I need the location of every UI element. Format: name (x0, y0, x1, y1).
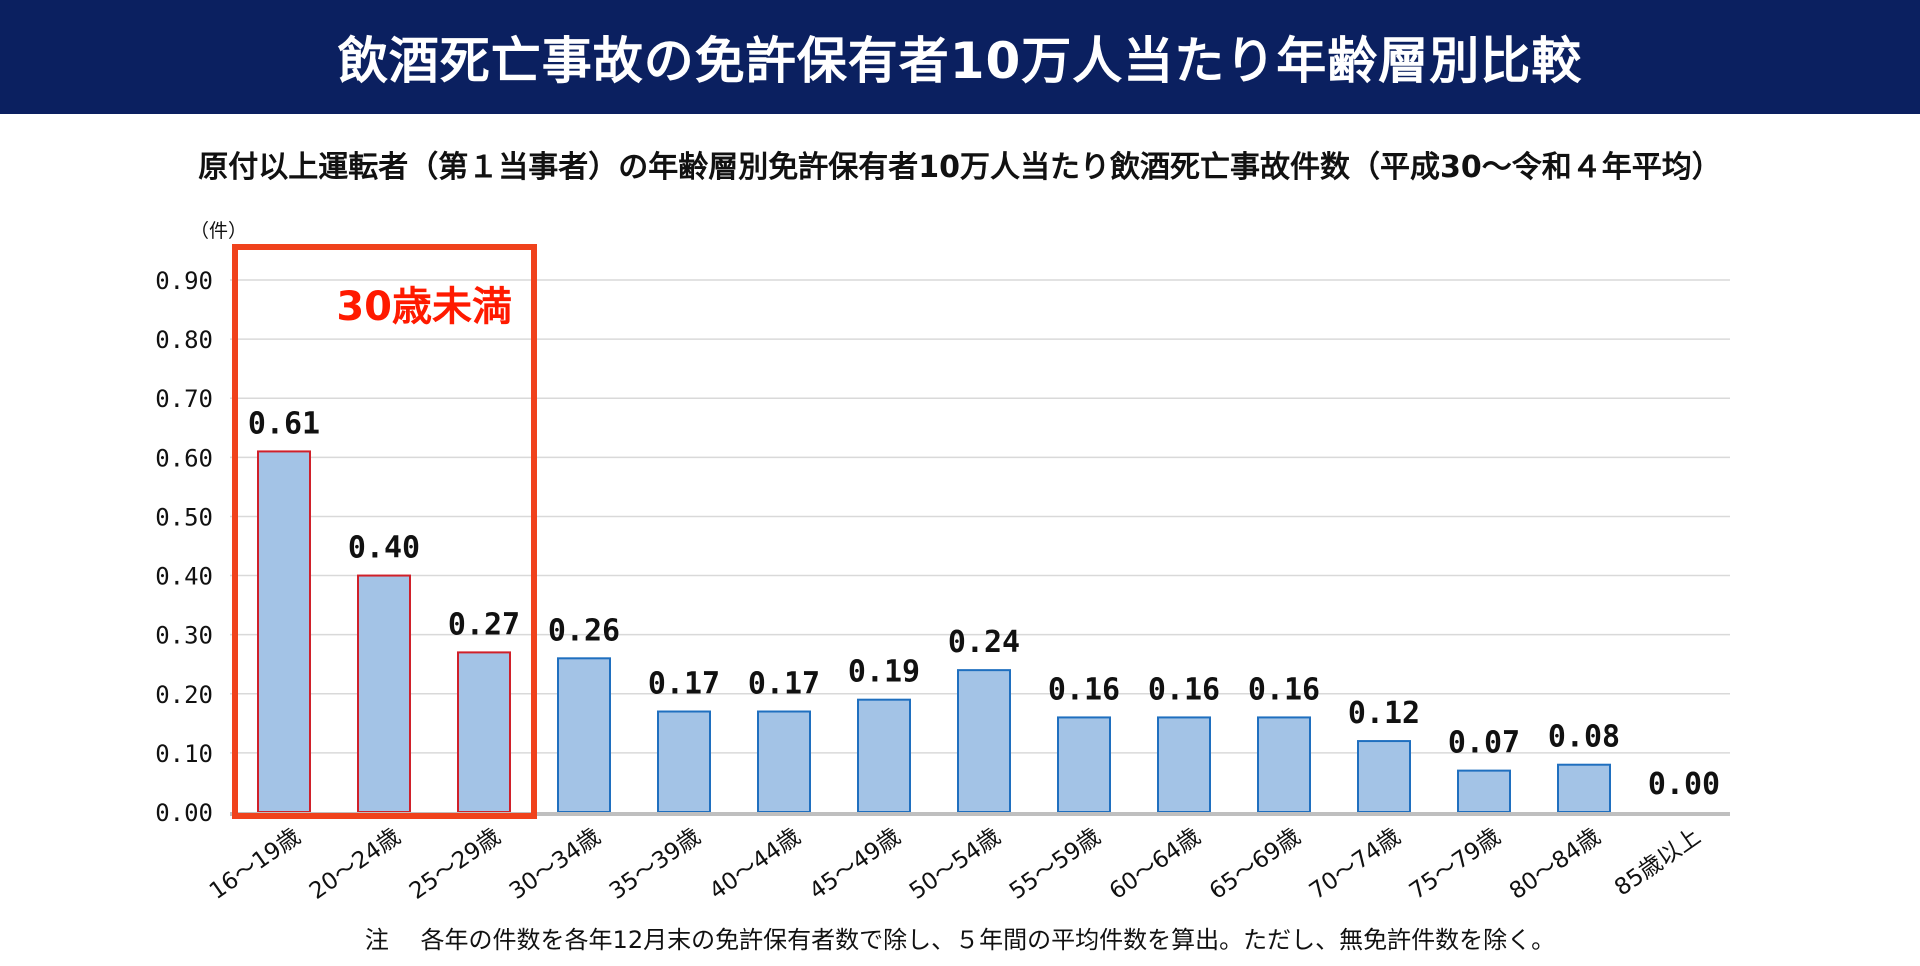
bar (1057, 716, 1111, 814)
bar (257, 450, 311, 813)
data-label: 0.00 (1648, 767, 1720, 802)
x-tick-label: 35～39歳 (605, 824, 706, 905)
x-tick-label: 60～64歳 (1105, 824, 1206, 905)
y-tick-label: 0.10 (155, 740, 213, 768)
y-tick-label: 0.80 (155, 326, 213, 354)
data-label: 0.16 (1148, 672, 1220, 707)
data-label: 0.24 (948, 625, 1020, 660)
data-label: 0.16 (1248, 672, 1320, 707)
bar (857, 698, 911, 814)
bar (957, 669, 1011, 814)
x-tick-label: 50～54歳 (905, 824, 1006, 905)
bar (757, 710, 811, 813)
y-tick-label: 0.60 (155, 444, 213, 472)
x-tick-label: 45～49歳 (805, 824, 906, 905)
y-tick-label: 0.00 (155, 799, 213, 827)
x-tick-label: 20～24歳 (305, 824, 406, 905)
data-label: 0.26 (548, 613, 620, 648)
bar (457, 651, 511, 814)
x-tick-label: 40～44歳 (705, 824, 806, 905)
footnote-spacer (389, 926, 421, 954)
highlight-label: 30歳未満 (336, 284, 512, 330)
y-axis-label: （件） (190, 220, 247, 242)
footnote-text: 各年の件数を各年12月末の免許保有者数で除し、５年間の平均件数を算出。ただし、無… (420, 926, 1556, 954)
x-tick-label: 30～34歳 (505, 824, 606, 905)
x-tick-label: 85歳以上 (1610, 824, 1705, 902)
data-label: 0.17 (648, 667, 720, 702)
data-label: 0.19 (848, 655, 920, 690)
data-label: 0.27 (448, 607, 520, 642)
data-label: 0.12 (1348, 696, 1420, 731)
y-tick-label: 0.30 (155, 622, 213, 650)
x-tick-label: 75～79歳 (1405, 824, 1506, 905)
bar (1557, 763, 1611, 814)
x-tick-label: 55～59歳 (1005, 824, 1106, 905)
y-tick-label: 0.40 (155, 563, 213, 591)
x-tick-label: 65～69歳 (1205, 824, 1306, 905)
bar (1357, 740, 1411, 813)
data-label: 0.61 (248, 406, 320, 441)
data-label: 0.07 (1448, 726, 1520, 761)
x-tick-label: 70～74歳 (1305, 824, 1406, 905)
data-label: 0.16 (1048, 672, 1120, 707)
bar (1257, 716, 1311, 814)
bar (1457, 769, 1511, 813)
bar (1157, 716, 1211, 814)
bar (357, 574, 411, 813)
bar (557, 657, 611, 813)
y-tick-label: 0.70 (155, 385, 213, 413)
data-label: 0.40 (348, 531, 420, 566)
page-title: 飲酒死亡事故の免許保有者10万人当たり年齢層別比較 (337, 32, 1583, 90)
y-tick-label: 0.50 (155, 503, 213, 531)
chart-subtitle: 原付以上運転者（第１当事者）の年齢層別免許保有者10万人当たり飲酒死亡事故件数（… (198, 150, 1722, 185)
bar (657, 710, 711, 813)
x-tick-label: 25～29歳 (405, 824, 506, 905)
header-band: 飲酒死亡事故の免許保有者10万人当たり年齢層別比較 (0, 0, 1920, 114)
x-tick-label: 16～19歳 (205, 824, 306, 905)
y-tick-label: 0.90 (155, 267, 213, 295)
footnote: 注 各年の件数を各年12月末の免許保有者数で除し、５年間の平均件数を算出。ただし… (0, 920, 1920, 955)
data-label: 0.08 (1548, 720, 1620, 755)
x-tick-label: 80～84歳 (1505, 824, 1606, 905)
highlight-box (232, 244, 537, 819)
footnote-label: 注 (364, 926, 389, 954)
y-tick-label: 0.20 (155, 681, 213, 709)
data-label: 0.17 (748, 667, 820, 702)
